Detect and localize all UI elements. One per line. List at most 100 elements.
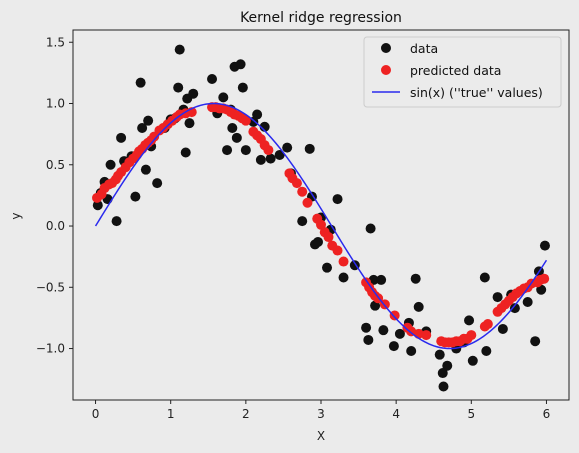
predicted-point [389, 310, 400, 321]
data-point [497, 323, 508, 334]
data-point [207, 74, 218, 85]
x-tick-label: 6 [543, 407, 551, 421]
data-point [174, 44, 185, 55]
data-point [274, 149, 285, 160]
legend-predicted-marker [381, 65, 391, 75]
data-point [442, 360, 453, 371]
legend-box [363, 36, 562, 108]
data-point [304, 143, 315, 154]
predicted-point [263, 145, 274, 156]
data-point [406, 345, 417, 356]
true-sin-line [94, 102, 548, 350]
data-point [536, 284, 547, 295]
predicted-point [466, 330, 477, 341]
x-tick-label: 5 [467, 407, 475, 421]
data-point [265, 153, 276, 164]
data-point [297, 216, 308, 227]
data-point [388, 341, 399, 352]
data-point [479, 272, 490, 283]
data-point [184, 118, 195, 129]
data-point [130, 191, 141, 202]
data-point [92, 200, 103, 211]
predicted-point [332, 245, 343, 256]
data-point [464, 315, 475, 326]
data-point [378, 325, 389, 336]
data-point [437, 368, 448, 379]
data-point [237, 82, 248, 93]
data-point [227, 123, 238, 134]
predicted-point [297, 186, 308, 197]
predicted-point [482, 319, 493, 330]
data-point [322, 262, 333, 273]
predicted-point [421, 330, 432, 341]
data-point [312, 236, 323, 247]
predicted-point [240, 115, 251, 126]
y-tick-label: −0.5 [36, 280, 65, 294]
legend: data predicted data sin(x) (''true'' val… [363, 36, 562, 108]
data-point [368, 274, 379, 285]
data-point [105, 159, 116, 170]
predicted-point [291, 178, 302, 189]
data-point [282, 142, 293, 153]
data-point [394, 328, 405, 339]
data-point [361, 322, 372, 333]
y-tick-label: 0.0 [46, 219, 65, 233]
data-point [116, 132, 127, 143]
data-point [413, 301, 424, 312]
data-point [438, 381, 449, 392]
y-tick-label: −1.0 [36, 342, 65, 356]
data-point [255, 154, 266, 165]
y-axis-label: y [9, 212, 23, 219]
predicted-point [316, 219, 326, 230]
predicted-point [338, 256, 349, 267]
data-point [259, 121, 270, 132]
data-point [231, 132, 242, 143]
data-point [522, 296, 533, 307]
y-tick-label: 0.5 [46, 158, 65, 172]
data-point [188, 88, 199, 99]
y-tick-label: 1.0 [46, 97, 65, 111]
chart-title: Kernel ridge regression [240, 10, 402, 26]
legend-true-label: sin(x) (''true'' values) [410, 85, 543, 100]
x-axis: 0 1 2 3 4 5 6 [92, 400, 551, 421]
predicted-point [539, 273, 550, 284]
data-point [363, 334, 374, 345]
x-tick-label: 0 [92, 407, 100, 421]
data-point [509, 303, 520, 314]
data-point [135, 77, 146, 88]
x-tick-label: 1 [167, 407, 175, 421]
x-axis-label: X [317, 429, 325, 443]
data-point [137, 123, 148, 134]
legend-data-marker [381, 43, 391, 53]
y-tick-label: 1.5 [46, 35, 65, 49]
data-point [152, 178, 163, 189]
data-point [140, 164, 151, 175]
y-axis: −1.0 −0.5 0.0 0.5 1.0 1.5 [36, 35, 73, 356]
legend-data-label: data [410, 41, 438, 56]
data-point [492, 292, 503, 303]
predicted-point [302, 197, 313, 208]
data-point [180, 147, 191, 158]
data-point [240, 145, 251, 156]
data-point [222, 145, 233, 156]
data-point [434, 349, 445, 360]
data-point [173, 82, 184, 93]
data-point [410, 273, 421, 284]
data-point [248, 116, 259, 127]
data-point [332, 194, 343, 205]
data-point [143, 115, 154, 126]
data-point [530, 336, 541, 347]
data-point [539, 240, 550, 251]
data-point [111, 216, 122, 227]
data-point [218, 92, 229, 103]
data-point [365, 223, 376, 234]
data-point [235, 59, 246, 70]
data-point [467, 355, 478, 366]
predicted-point [323, 232, 334, 243]
data-point [338, 272, 349, 283]
data-point [481, 345, 492, 356]
x-tick-label: 2 [242, 407, 250, 421]
data-point [376, 274, 387, 285]
legend-predicted-label: predicted data [410, 63, 501, 78]
